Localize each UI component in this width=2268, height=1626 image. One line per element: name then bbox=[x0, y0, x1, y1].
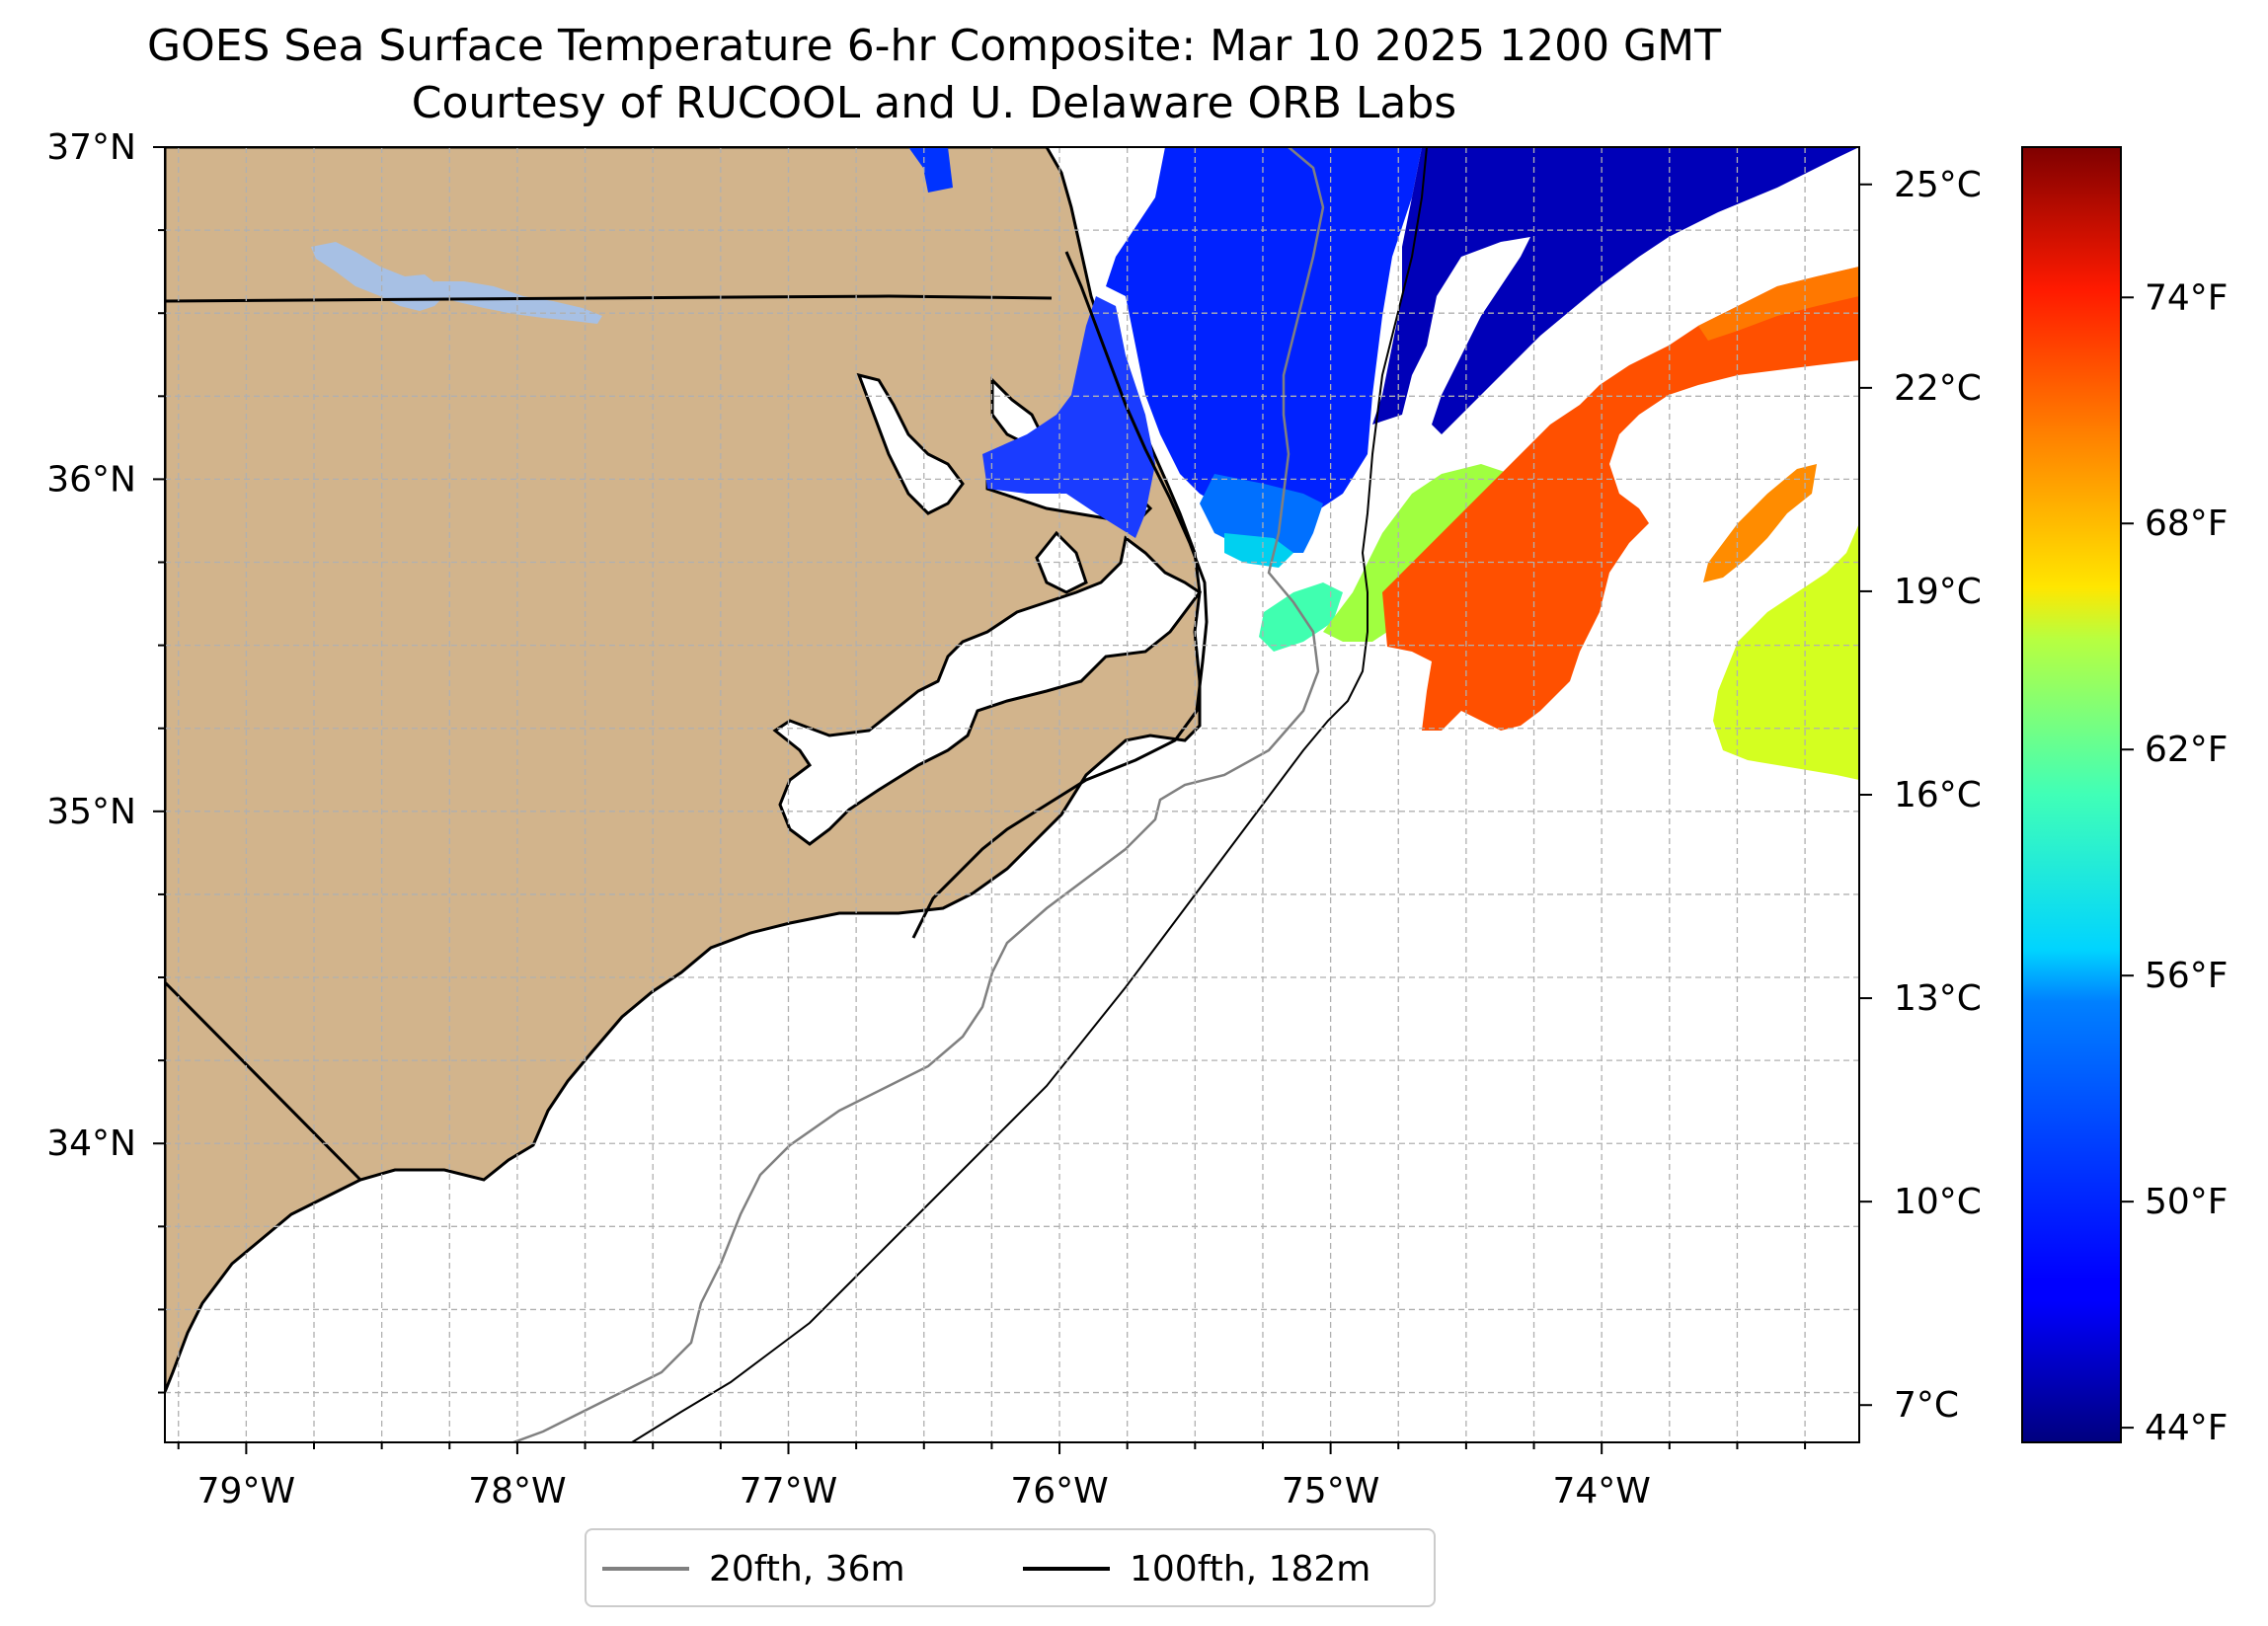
lon-tick-label: 75°W bbox=[1282, 1471, 1379, 1511]
sst-cold-shelf bbox=[1106, 147, 1422, 518]
fahrenheit-tick-label: 50°F bbox=[2145, 1182, 2229, 1222]
lon-tick-label: 76°W bbox=[1010, 1471, 1108, 1511]
celsius-tick-label: 25°C bbox=[1894, 165, 1982, 205]
sst-green bbox=[1323, 464, 1511, 642]
map-subtitle: Courtesy of RUCOOL and U. Delaware ORB L… bbox=[411, 78, 1457, 128]
lon-tick-label: 77°W bbox=[740, 1471, 837, 1511]
barrier-islands bbox=[911, 251, 1209, 939]
legend-swatch-100fth bbox=[1023, 1567, 1110, 1571]
lat-tick-label: 34°N bbox=[46, 1123, 136, 1164]
fahrenheit-tick-label: 74°F bbox=[2145, 277, 2229, 318]
fahrenheit-tick-label: 56°F bbox=[2145, 956, 2229, 996]
sst-warm-core bbox=[1382, 267, 1859, 731]
lat-tick-label: 37°N bbox=[46, 127, 136, 168]
sst-cool-nearshore bbox=[1200, 474, 1323, 553]
map-title: GOES Sea Surface Temperature 6-hr Compos… bbox=[146, 21, 1721, 71]
legend-swatch-20fth bbox=[602, 1567, 689, 1571]
fahrenheit-tick-label: 44°F bbox=[2145, 1408, 2229, 1448]
lat-tick-label: 36°N bbox=[46, 459, 136, 500]
sst-orange-eddy bbox=[1703, 464, 1817, 582]
fahrenheit-tick-label: 62°F bbox=[2145, 730, 2229, 770]
colorbar-celsius-ticks: 25°C 22°C 19°C 16°C 13°C 10°C 7°C bbox=[1859, 165, 1982, 1426]
legend-item-100fth: 100fth, 182m bbox=[1023, 1544, 1370, 1593]
sst-cold-offshore bbox=[1372, 147, 1859, 434]
lon-tick-label: 78°W bbox=[468, 1471, 566, 1511]
map-area bbox=[165, 147, 1859, 1442]
state-border-nc-sc bbox=[165, 980, 362, 1182]
celsius-tick-label: 22°C bbox=[1894, 368, 1982, 409]
state-border-va-nc bbox=[165, 294, 1053, 303]
lon-tick-label: 74°W bbox=[1552, 1471, 1650, 1511]
lat-tick-label: 35°N bbox=[46, 792, 136, 832]
sst-warm-edge bbox=[1698, 267, 1859, 341]
legend-item-20fth: 20fth, 36m bbox=[602, 1544, 905, 1593]
colorbar-fahrenheit-ticks: 74°F 68°F 62°F 56°F 50°F 44°F bbox=[2121, 277, 2229, 1448]
celsius-tick-label: 7°C bbox=[1894, 1385, 1959, 1426]
pamlico-sound bbox=[772, 535, 1203, 846]
legend-label-100fth: 100fth, 182m bbox=[1130, 1548, 1371, 1589]
celsius-tick-label: 19°C bbox=[1894, 572, 1982, 612]
axis-ticks bbox=[153, 146, 1807, 1454]
legend-label-20fth: 20fth, 36m bbox=[709, 1548, 905, 1589]
celsius-tick-label: 13°C bbox=[1894, 978, 1982, 1019]
longitude-labels: 79°W 78°W 77°W 76°W 75°W 74°W bbox=[197, 1471, 1651, 1511]
sst-cold-sound bbox=[982, 296, 1155, 538]
lake bbox=[311, 242, 444, 311]
celsius-tick-label: 10°C bbox=[1894, 1182, 1982, 1222]
isobath-100fth-line bbox=[631, 147, 1428, 1442]
sst-cold-inshore bbox=[908, 147, 953, 193]
celsius-tick-label: 16°C bbox=[1894, 775, 1982, 815]
isobath-20fth-line bbox=[512, 147, 1325, 1442]
sst-teal bbox=[1259, 582, 1343, 652]
lon-tick-label: 79°W bbox=[197, 1471, 295, 1511]
fahrenheit-tick-label: 68°F bbox=[2145, 503, 2229, 544]
estuary-1 bbox=[1035, 530, 1088, 594]
legend: 20fth, 36m 100fth, 182m bbox=[585, 1528, 1436, 1607]
sst-yellowgreen bbox=[1713, 523, 1859, 780]
colorbar bbox=[2021, 146, 2122, 1443]
gridlines bbox=[165, 147, 1859, 1442]
latitude-labels: 37°N 36°N 35°N 34°N bbox=[46, 127, 136, 1164]
